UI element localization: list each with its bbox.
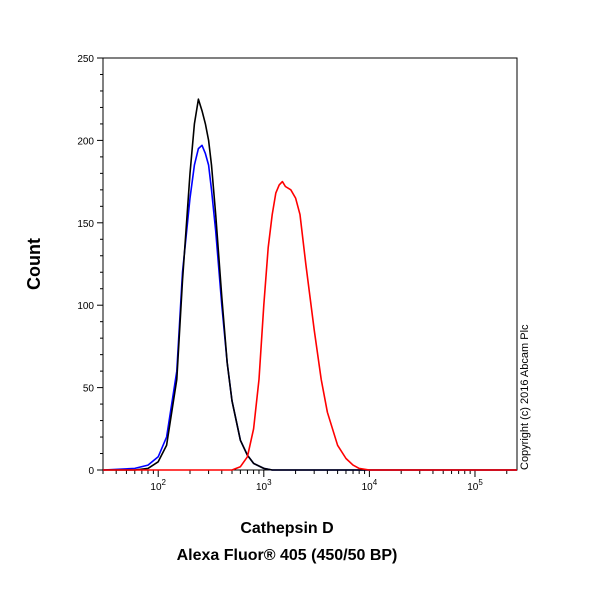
series-line-3 [103,180,517,471]
x-axis: 102 103 104 105 [102,470,508,493]
y-tick-label: 100 [77,301,94,312]
y-tick-label: 150 [77,219,94,230]
y-axis: 0 50 100 150 200 250 [77,54,103,477]
y-tick-label: 50 [83,384,95,395]
x-axis-label-marker: Cathepsin D [240,520,333,537]
y-axis-label: Count [24,238,44,290]
copyright-notice: Copyright (c) 2016 Abcam Plc [519,324,531,470]
y-tick-label: 0 [88,466,94,477]
y-tick-label: 250 [77,54,94,65]
x-axis-label-fluor: Alexa Fluor® 405 (450/50 BP) [177,547,398,564]
series-layer [102,98,517,471]
y-tick-label: 200 [77,136,94,147]
series-line-2 [103,98,517,471]
